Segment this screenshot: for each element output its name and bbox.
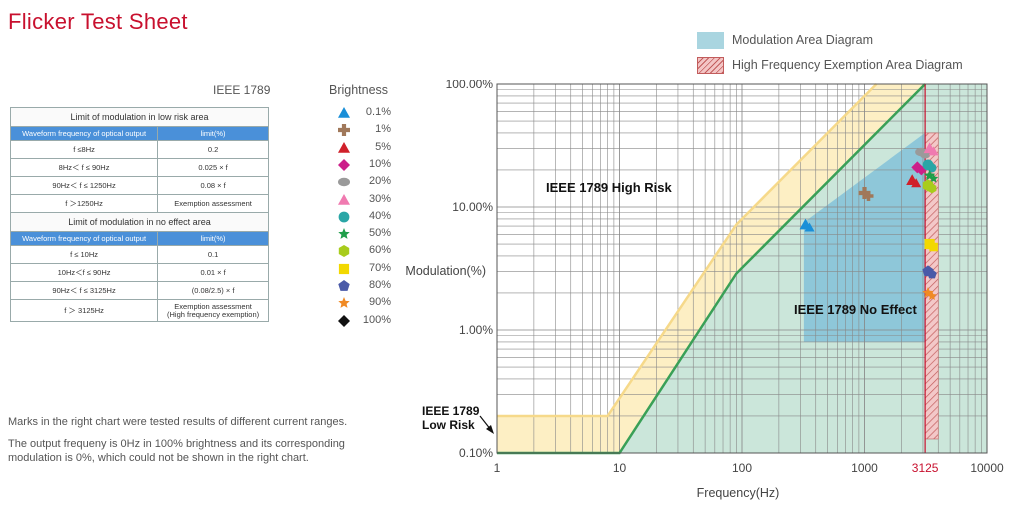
- brightness-item: 60%: [336, 244, 391, 258]
- brightness-label: 70%: [368, 261, 391, 274]
- square-icon: [338, 263, 350, 274]
- triangle-icon: [338, 141, 350, 153]
- y-tick-label: 0.10%: [459, 446, 493, 460]
- x-tick-label: 10: [613, 461, 627, 475]
- legend-modulation-label: Modulation Area Diagram: [732, 33, 874, 47]
- data-point: [922, 265, 937, 279]
- brightness-item: 20%: [336, 175, 391, 189]
- legend-hf-label: High Frequency Exemption Area Diagram: [732, 58, 963, 72]
- table-row: 8Hz＜ f ≤ 90Hz 0.025 × f: [9, 158, 269, 177]
- brightness-label: 10%: [368, 157, 391, 170]
- brightness-item: 10%: [336, 158, 391, 172]
- modulation-area-swatch: [697, 31, 724, 49]
- diamond-icon: [338, 158, 350, 171]
- x-tick-label: 1: [494, 461, 501, 475]
- table-row: 90Hz＜ f ≤ 3125Hz (0.08/2.5) × f: [9, 281, 269, 300]
- hexagon-icon: [338, 245, 350, 258]
- table-row: f ≤ 10Hz 0.1: [9, 245, 269, 264]
- table-row: f ＞ 3125Hz Exemption assessment (High fre…: [9, 299, 269, 322]
- brightness-label: 20%: [368, 175, 391, 188]
- brightness-label: 30%: [368, 192, 391, 205]
- no-effect-title: Limit of modulation in no effect area: [10, 212, 269, 232]
- page-title: Flicker Test Sheet: [8, 9, 188, 34]
- data-point: [906, 174, 922, 188]
- circle-icon: [338, 211, 350, 223]
- low-risk-limit-line: [497, 83, 878, 418]
- data-point: [799, 218, 815, 232]
- x-tick-label: 10000: [970, 461, 1004, 475]
- column-header-limit: limit(%): [157, 231, 269, 246]
- brightness-label: 40%: [368, 209, 391, 222]
- brightness-item: 80%: [336, 279, 391, 293]
- low-risk-title: Limit of modulation in low risk area: [10, 107, 269, 127]
- brightness-item: 70%: [336, 262, 391, 276]
- y-axis-label: Modulation(%): [405, 264, 486, 278]
- note-output-line2: modulation is 0%, which could not be sho…: [8, 452, 309, 464]
- brightness-label: 5%: [375, 140, 391, 153]
- column-header-limit: limit(%): [157, 126, 269, 141]
- brightness-item: 0.1%: [336, 106, 391, 120]
- cross-icon: [338, 124, 350, 137]
- data-point: [858, 186, 874, 201]
- low-risk-arrowhead: [486, 425, 494, 434]
- plot-frame: [496, 83, 988, 454]
- brightness-label: 80%: [368, 279, 391, 291]
- data-point: [922, 179, 937, 194]
- brightness-label: 0.1%: [365, 106, 391, 118]
- y-tick-label: 100.00%: [446, 80, 494, 91]
- brightness-label: 60%: [368, 244, 391, 257]
- data-point: [923, 142, 939, 156]
- legend-modulation-area: Modulation Area Diagram: [697, 31, 873, 49]
- brightness-item: 40%: [336, 210, 391, 224]
- brightness-label: 1%: [375, 123, 391, 136]
- column-header-frequency: Waveform frequency of optical output: [9, 231, 159, 246]
- x-tick-label: 100: [732, 461, 752, 475]
- x-tick-label: 3125: [912, 461, 939, 475]
- ellipse-icon: [338, 177, 350, 187]
- ieee-limits-table: Limit of modulation in low risk area Wav…: [9, 107, 269, 322]
- brightness-label: 100%: [362, 313, 391, 326]
- data-point: [924, 238, 938, 252]
- star-icon: [338, 297, 350, 309]
- modulation-frequency-chart: 1 10 100 1000 3125 10000 0.10% 1.00% 10.00% 100.0…: [405, 80, 1004, 500]
- low-risk-annotation-line2: Low Risk: [422, 418, 475, 432]
- y-tick-label: 10.00%: [452, 200, 493, 214]
- brightness-item: 30%: [336, 193, 391, 207]
- brightness-label: 90%: [368, 296, 391, 309]
- brightness-item: 1%: [336, 123, 391, 137]
- table-row: 90Hz＜ f ≤ 1250Hz 0.08 × f: [9, 176, 269, 195]
- data-point: [915, 147, 931, 159]
- low-risk-annotation-line1: IEEE 1789: [422, 404, 480, 418]
- triangle-icon: [338, 107, 350, 118]
- brightness-item: 50%: [336, 227, 391, 241]
- data-point: [922, 286, 937, 301]
- brightness-item: 90%: [336, 296, 391, 310]
- legend-hf-exemption-area: High Frequency Exemption Area Diagram: [697, 56, 963, 74]
- hf-exemption-swatch: [697, 56, 724, 74]
- brightness-item: 5%: [336, 141, 391, 155]
- note-output-line1: The output frequeny is 0Hz in 100% brigh…: [8, 438, 345, 450]
- star-icon: [338, 228, 350, 239]
- column-header-frequency: Waveform frequency of optical output: [9, 126, 159, 141]
- data-point: [923, 169, 939, 183]
- x-tick-label: 1000: [851, 461, 878, 475]
- table-row: f ≤8Hz 0.2: [9, 140, 269, 159]
- triangle-icon: [338, 193, 350, 205]
- brightness-heading: Brightness: [329, 83, 389, 97]
- brightness-label: 50%: [368, 227, 391, 240]
- table-row: 10Hz＜f ≤ 90Hz 0.01 × f: [9, 263, 269, 282]
- brightness-item: 100%: [336, 314, 391, 328]
- note-marks: Marks in the right chart were tested res…: [8, 416, 348, 428]
- high-risk-annotation: IEEE 1789 High Risk: [546, 180, 672, 195]
- pentagon-icon: [338, 280, 350, 291]
- x-axis-label: Frequency(Hz): [697, 486, 780, 500]
- y-tick-label: 1.00%: [459, 323, 493, 337]
- table-heading: IEEE 1789: [213, 83, 271, 97]
- table-row: f ＞1250Hz Exemption assessment: [9, 194, 269, 213]
- diamond-icon: [338, 314, 350, 327]
- no-effect-annotation: IEEE 1789 No Effect: [794, 302, 917, 317]
